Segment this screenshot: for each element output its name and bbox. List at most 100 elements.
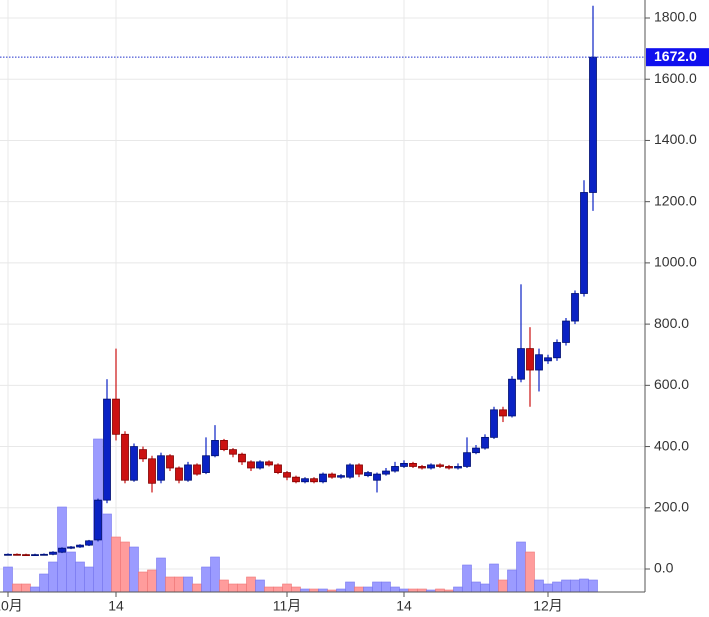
candle-body xyxy=(130,446,138,481)
candle-body xyxy=(148,458,156,484)
candle-body xyxy=(112,398,120,435)
volume-bar xyxy=(453,586,463,593)
candle-body xyxy=(337,475,345,478)
candle-body xyxy=(4,553,12,556)
candle-body xyxy=(436,464,444,467)
candle-body xyxy=(166,455,174,469)
x-tick-label: 10月 xyxy=(0,598,23,614)
volume-bar xyxy=(237,583,247,593)
candle-body xyxy=(535,354,543,371)
y-tick-label: 200.0 xyxy=(654,498,689,514)
y-tick-label: 800.0 xyxy=(654,315,689,331)
volume-bar xyxy=(489,563,499,593)
candle-body xyxy=(22,554,30,557)
volume-bar xyxy=(372,581,382,593)
x-tick-label: 11月 xyxy=(273,598,302,614)
candle-body xyxy=(49,551,57,555)
volume-bar xyxy=(273,586,283,593)
candle-body xyxy=(472,447,480,454)
x-tick-label: 14 xyxy=(396,598,412,614)
volume-bar xyxy=(507,569,517,593)
axis-layer: 0.0 200.0 400.0 600.0 800.0 1000.0 1200.0 1400.… xyxy=(0,9,709,614)
candle-body xyxy=(544,357,552,362)
volume-bar xyxy=(66,551,76,593)
price-marker-label: 1672.0 xyxy=(654,48,697,64)
volume-bar xyxy=(84,566,94,593)
x-tick-label: 14 xyxy=(108,598,124,614)
volume-bar xyxy=(552,581,562,593)
y-tick-label: 1200.0 xyxy=(654,192,697,208)
candle-body xyxy=(94,499,102,541)
candle-body xyxy=(328,473,336,478)
volume-bar xyxy=(39,573,49,593)
candle-body xyxy=(58,547,66,553)
candle-body xyxy=(220,440,228,451)
volume-bar xyxy=(138,571,148,593)
candle-body xyxy=(274,464,282,473)
y-tick-label: 1000.0 xyxy=(654,254,697,270)
y-tick-label: 400.0 xyxy=(654,437,689,453)
volume-bar xyxy=(102,513,112,593)
volume-bar xyxy=(75,561,85,593)
candle-body xyxy=(346,464,354,478)
volume-bar xyxy=(174,576,184,593)
candle-body xyxy=(85,540,93,546)
candle-body xyxy=(391,466,399,472)
candle-body xyxy=(67,546,75,549)
candle-body xyxy=(229,449,237,455)
candle-body xyxy=(499,409,507,417)
candle-body xyxy=(292,476,300,483)
volume-bar xyxy=(264,586,274,593)
candle-body xyxy=(31,554,39,557)
volume-bar xyxy=(381,581,391,593)
candle-body xyxy=(508,378,516,417)
candle-body xyxy=(517,348,525,380)
candle-layer xyxy=(4,5,597,557)
candle-body xyxy=(490,409,498,438)
candle-body xyxy=(418,466,426,469)
volume-bar xyxy=(48,561,58,593)
volume-bar xyxy=(3,566,13,593)
candle-body xyxy=(319,473,327,483)
volume-bar xyxy=(30,586,40,593)
candle-body xyxy=(301,478,309,483)
volume-bar xyxy=(282,583,292,593)
candle-body xyxy=(175,467,183,481)
volume-bar xyxy=(192,583,202,593)
price-marker xyxy=(646,48,709,67)
volume-bar xyxy=(471,581,481,593)
y-tick-label: 1400.0 xyxy=(654,131,697,147)
volume-bar xyxy=(210,556,220,593)
volume-bar xyxy=(165,576,175,593)
candle-body xyxy=(409,462,417,467)
volume-bar xyxy=(543,583,553,593)
candle-body xyxy=(454,466,462,469)
volume-bar xyxy=(579,578,589,593)
volume-bar xyxy=(498,579,508,593)
candle-body xyxy=(355,464,363,475)
candle-body xyxy=(463,452,471,467)
candle-body xyxy=(526,348,534,371)
volume-bar xyxy=(534,579,544,593)
candle-body xyxy=(571,293,579,322)
candle-body xyxy=(184,464,192,481)
candle-body xyxy=(589,56,597,193)
candle-body xyxy=(580,192,588,294)
volume-bar xyxy=(354,586,364,593)
candle-body xyxy=(211,440,219,457)
candle-body xyxy=(256,461,264,469)
volume-bar xyxy=(345,581,355,593)
volume-bar xyxy=(183,576,193,593)
candle-body xyxy=(553,342,561,359)
volume-bar xyxy=(525,551,535,593)
candle-body xyxy=(481,436,489,449)
candle-body xyxy=(445,466,453,469)
volume-bar xyxy=(156,557,166,593)
volume-bar xyxy=(111,536,121,593)
candle-body xyxy=(193,464,201,475)
candle-body xyxy=(40,553,48,556)
volume-bar xyxy=(219,579,229,593)
volume-bar xyxy=(12,583,22,593)
volume-bar xyxy=(291,586,301,593)
